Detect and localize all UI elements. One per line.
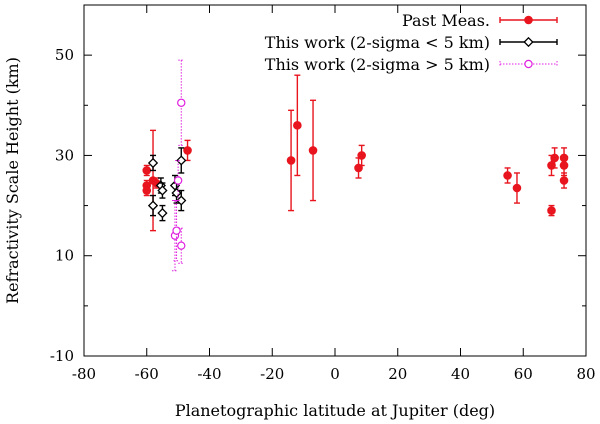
data-point-marker (523, 36, 534, 48)
data-point (176, 147, 187, 174)
data-point-marker (512, 183, 522, 193)
data-point-marker (559, 176, 569, 185)
data-point (286, 109, 296, 212)
legend-label: This work (2-sigma > 5 km) (265, 55, 490, 74)
data-point-marker (293, 121, 302, 130)
legend: Past Meas. This work (2-sigma < 5 km) This… (265, 11, 558, 74)
y-tick-label: -10 (50, 347, 74, 365)
data-point-marker (524, 59, 533, 69)
data-point-marker (176, 155, 187, 166)
data-point-marker (177, 98, 186, 107)
data-point (176, 189, 187, 212)
x-tick-label: 80 (576, 365, 595, 383)
data-point-marker (286, 156, 296, 165)
x-tick-label: 20 (388, 365, 407, 383)
data-point (308, 99, 318, 202)
x-tick-label: -60 (135, 365, 159, 383)
x-axis-title: Planetographic latitude at Jupiter (deg) (175, 401, 495, 420)
data-point-marker (547, 206, 556, 215)
data-point (547, 204, 556, 217)
data-point (173, 159, 183, 202)
data-point (147, 194, 159, 217)
x-tick-label: 40 (451, 365, 470, 383)
data-point-marker (157, 185, 168, 196)
data-point (157, 182, 168, 199)
data-point (171, 182, 182, 204)
data-point-marker (183, 146, 192, 155)
data-point-marker (559, 153, 569, 163)
data-point-marker (357, 151, 366, 160)
x-tick-label: 0 (330, 365, 340, 383)
y-tick-label: 30 (55, 146, 74, 164)
data-point (157, 204, 168, 222)
data-point-marker (173, 176, 183, 185)
x-tick-label: 60 (514, 365, 533, 383)
data-point-marker (503, 171, 512, 180)
data-point (550, 147, 559, 169)
data-point-marker (147, 200, 159, 211)
data-point (559, 172, 569, 189)
data-point-marker (550, 153, 559, 163)
y-tick-label: 50 (55, 46, 74, 64)
data-point-marker (172, 226, 181, 235)
data-point (147, 154, 159, 172)
y-tick-label: 10 (55, 247, 74, 265)
data-point (177, 227, 186, 264)
x-tick-label: -40 (197, 365, 221, 383)
data-point (142, 184, 152, 197)
data-point (559, 147, 569, 169)
data-point (512, 172, 522, 204)
data-point (170, 200, 180, 272)
data-point-marker (524, 15, 533, 25)
data-point (503, 167, 512, 184)
data-point-marker (157, 207, 168, 219)
data-point-marker (147, 157, 159, 169)
data-point-marker (177, 241, 186, 250)
tick-layer: -80 -60 -40 -20 0 20 40 60 80 -10 10 30 50 (50, 4, 596, 383)
data-point (172, 200, 181, 262)
y-axis-title: Refractivity Scale Height (km) (3, 57, 22, 304)
legend-label: Past Meas. (402, 11, 490, 30)
data-point (293, 74, 302, 177)
legend-label: This work (2-sigma < 5 km) (265, 33, 490, 52)
data-point (142, 164, 152, 177)
data-point (357, 144, 366, 167)
data-point (177, 59, 186, 146)
data-point-marker (308, 146, 318, 155)
x-tick-label: -20 (260, 365, 284, 383)
data-point-marker (142, 186, 152, 195)
data-point-marker (142, 166, 152, 175)
data-point-marker (176, 195, 187, 206)
x-tick-label: -80 (72, 365, 96, 383)
data-point (183, 139, 192, 162)
data-layer (142, 59, 569, 272)
